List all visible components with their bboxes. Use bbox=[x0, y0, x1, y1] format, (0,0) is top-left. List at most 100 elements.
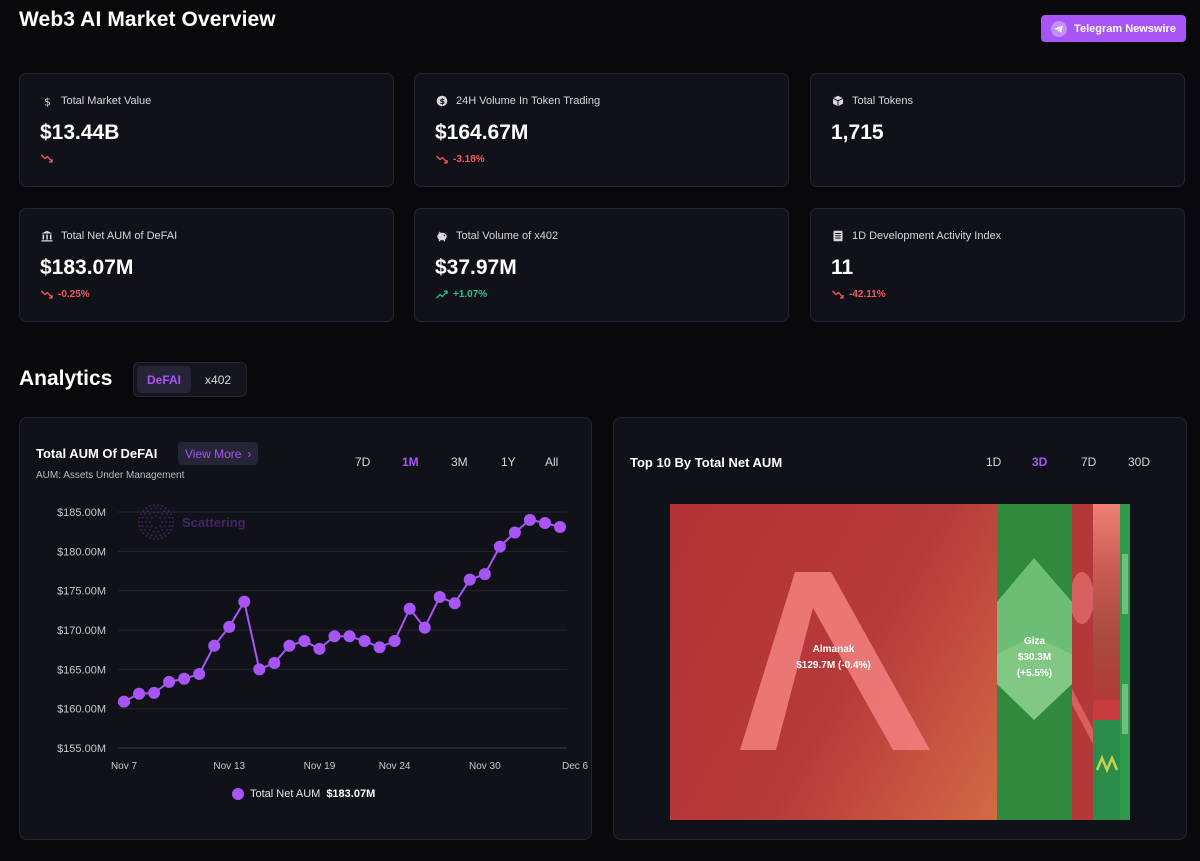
watermark-dot bbox=[155, 515, 157, 517]
watermark-dot bbox=[150, 525, 153, 528]
data-point[interactable] bbox=[478, 568, 491, 581]
watermark-dot bbox=[150, 516, 153, 519]
watermark-dot bbox=[141, 516, 144, 519]
trend-down-icon bbox=[436, 155, 448, 164]
telegram-icon bbox=[1051, 20, 1068, 37]
stat-label: Total Volume of x402 bbox=[456, 230, 559, 242]
treemap-cell-4[interactable] bbox=[1093, 504, 1120, 820]
watermark-dot bbox=[171, 517, 174, 519]
data-point[interactable] bbox=[463, 573, 476, 586]
stat-label: Total Market Value bbox=[61, 95, 152, 107]
stat-change: -3.18% bbox=[436, 154, 485, 165]
watermark-dot bbox=[168, 525, 171, 528]
timeframe-3d[interactable]: 3D bbox=[1032, 455, 1048, 469]
cube-icon bbox=[832, 95, 844, 107]
data-point[interactable] bbox=[403, 602, 416, 615]
timeframe-30d[interactable]: 30D bbox=[1128, 455, 1151, 469]
chart-legend[interactable]: Total Net AUM $183.07M bbox=[232, 788, 375, 800]
data-point[interactable] bbox=[418, 621, 431, 634]
tab-defai[interactable]: DeFAI bbox=[137, 366, 192, 393]
data-point[interactable] bbox=[554, 520, 566, 533]
timeframe-3m[interactable]: 3M bbox=[451, 455, 468, 469]
stat-value: $183.07M bbox=[40, 256, 134, 279]
timeframe-1d[interactable]: 1D bbox=[986, 455, 1002, 469]
watermark-dot bbox=[157, 537, 159, 540]
data-point[interactable] bbox=[133, 687, 146, 700]
data-point[interactable] bbox=[298, 635, 311, 648]
data-point[interactable] bbox=[523, 513, 536, 526]
watermark-dot bbox=[138, 521, 140, 523]
data-point[interactable] bbox=[178, 672, 191, 685]
legend-label: Total Net AUM bbox=[250, 788, 321, 800]
x-tick-label: Nov 19 bbox=[304, 761, 336, 772]
data-point[interactable] bbox=[373, 641, 386, 654]
watermark-dot bbox=[142, 532, 145, 535]
svg-text:Scattering: Scattering bbox=[182, 515, 246, 530]
stat-label: 1D Development Activity Index bbox=[852, 230, 1002, 242]
treemap-cell-3[interactable] bbox=[1072, 504, 1093, 820]
watermark-dot bbox=[164, 507, 167, 509]
page-title: Web3 AI Market Overview bbox=[19, 8, 276, 31]
telegram-newswire-button[interactable]: Telegram Newswire bbox=[1041, 15, 1186, 42]
stat-value: $13.44B bbox=[40, 121, 120, 144]
watermark-dot bbox=[155, 535, 157, 537]
stat-card-total-tokens: Total Tokens 1,715 bbox=[810, 73, 1185, 187]
treemap-change: (-0.4%) bbox=[837, 660, 871, 671]
data-point[interactable] bbox=[313, 642, 326, 655]
y-tick-label: $175.00M bbox=[57, 586, 106, 598]
watermark-dot bbox=[138, 525, 141, 527]
data-point[interactable] bbox=[343, 630, 356, 643]
x-tick-label: Dec 6 bbox=[562, 761, 589, 772]
watermark-dot bbox=[145, 535, 148, 537]
trend-down-icon bbox=[832, 290, 844, 299]
watermark-dot bbox=[159, 507, 162, 510]
data-point[interactable] bbox=[268, 657, 281, 670]
timeframe-7d[interactable]: 7D bbox=[355, 455, 371, 469]
stat-card-dev-activity: 1D Development Activity Index 11 -42.11% bbox=[810, 208, 1185, 322]
data-point[interactable] bbox=[238, 595, 251, 608]
watermark-dot bbox=[167, 532, 170, 535]
timeframe-1y[interactable]: 1Y bbox=[501, 455, 516, 469]
data-point[interactable] bbox=[358, 635, 371, 648]
data-point[interactable] bbox=[508, 526, 521, 539]
watermark-dot bbox=[164, 525, 166, 528]
treemap-cell-giza[interactable]: Giza $30.3M (+5.5%) bbox=[997, 504, 1072, 820]
view-more-button[interactable]: View More › bbox=[178, 442, 259, 465]
data-point[interactable] bbox=[328, 630, 341, 643]
data-point[interactable] bbox=[118, 695, 130, 708]
data-point[interactable] bbox=[148, 686, 161, 699]
data-point[interactable] bbox=[538, 517, 551, 530]
data-point[interactable] bbox=[253, 663, 266, 676]
stat-card-total-market-value: $ Total Market Value $13.44B bbox=[19, 73, 394, 187]
treemap-name: Giza bbox=[1023, 636, 1046, 647]
data-point[interactable] bbox=[193, 668, 206, 681]
legend-value: $183.07M bbox=[326, 788, 376, 800]
stat-change: +1.07% bbox=[436, 289, 487, 300]
data-point[interactable] bbox=[163, 675, 176, 688]
data-point[interactable] bbox=[448, 597, 461, 610]
treemap-cell-almanak[interactable]: Almanak $129.7M (-0.4%) bbox=[670, 504, 997, 820]
data-point[interactable] bbox=[433, 590, 446, 603]
stat-value: $164.67M bbox=[435, 121, 529, 144]
treemap-cell-5[interactable] bbox=[1120, 504, 1130, 820]
dollar-icon: $ bbox=[44, 96, 51, 108]
data-point[interactable] bbox=[493, 540, 506, 553]
treemap-change: (+5.5%) bbox=[1016, 668, 1053, 679]
y-tick-label: $165.00M bbox=[57, 664, 106, 676]
watermark-dot bbox=[153, 504, 155, 507]
data-point[interactable] bbox=[223, 620, 236, 633]
top10-panel: Top 10 By Total Net AUM 1D 3D 7D 30D Alm… bbox=[613, 417, 1187, 840]
timeframe-1m[interactable]: 1M bbox=[402, 455, 419, 469]
tab-x402[interactable]: x402 bbox=[205, 372, 232, 387]
treemap-name: Almanak bbox=[812, 644, 855, 655]
data-point[interactable] bbox=[283, 639, 296, 652]
document-icon bbox=[833, 230, 843, 242]
aum-chart-panel: Total AUM Of DeFAI View More › AUM: Asse… bbox=[19, 417, 592, 840]
timeframe-all[interactable]: All bbox=[545, 455, 559, 469]
watermark-dot bbox=[161, 505, 163, 508]
watermark-dot bbox=[149, 505, 151, 508]
data-point[interactable] bbox=[388, 635, 401, 648]
timeframe-7d[interactable]: 7D bbox=[1081, 455, 1097, 469]
data-point[interactable] bbox=[208, 639, 221, 652]
bank-icon bbox=[41, 230, 53, 242]
